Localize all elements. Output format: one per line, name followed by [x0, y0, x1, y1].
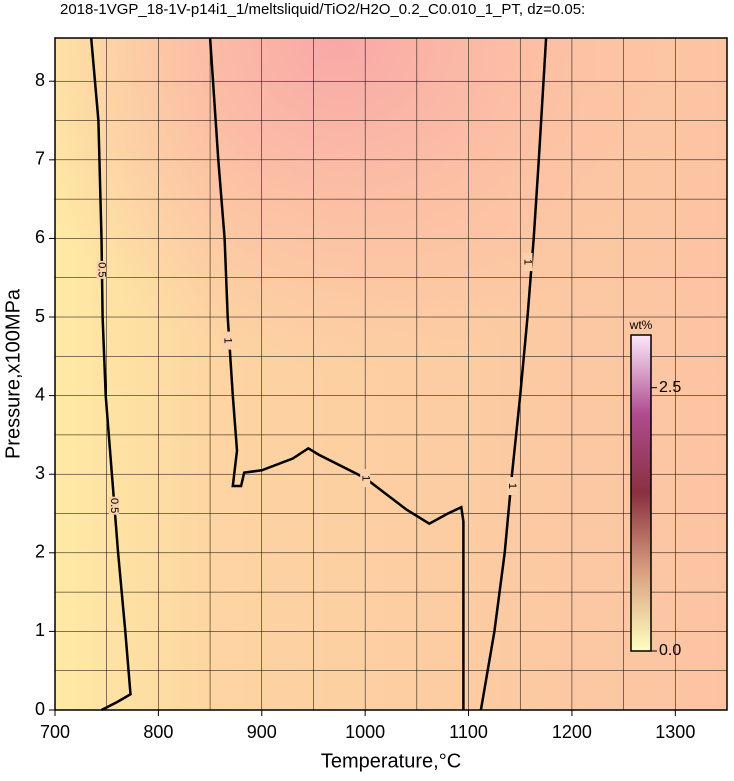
- y-tick-label: 4: [35, 384, 45, 404]
- colorbar-tick-label: 0.0: [659, 642, 681, 659]
- y-tick-label: 6: [35, 227, 45, 247]
- x-tick-label: 800: [143, 722, 173, 742]
- contour-label-bg: [522, 253, 533, 271]
- x-tick-label: 1000: [345, 722, 385, 742]
- y-axis-label: Pressure,x100MPa: [2, 288, 24, 459]
- contour-label-bg: [96, 260, 107, 279]
- x-tick-label: 900: [247, 722, 277, 742]
- y-tick-label: 1: [35, 620, 45, 640]
- x-tick-label: 1300: [655, 722, 695, 742]
- contour-label: 0.5: [108, 498, 120, 513]
- x-tick-label: 1200: [552, 722, 592, 742]
- contour-label-bg: [360, 469, 371, 488]
- contour-line: [208, 37, 465, 710]
- contour-label-bg: [222, 331, 233, 350]
- contour-label: 1: [222, 338, 234, 344]
- colorbar-tick-label: 2.5: [659, 379, 681, 396]
- plot-frame: [54, 37, 728, 711]
- contour-label-bg: [506, 477, 517, 495]
- colorbar-label: wt%: [629, 318, 653, 332]
- chart-title: 2018-1VGP_18-1V-p14i1_1/meltsliquid/TiO2…: [60, 1, 585, 18]
- contour-label: 0.5: [96, 262, 108, 277]
- contour-line: [89, 37, 132, 712]
- x-tick-label: 700: [40, 722, 70, 742]
- x-tick-label: 1100: [449, 722, 488, 742]
- y-tick-label: 5: [35, 306, 45, 326]
- y-tick-label: 7: [35, 149, 45, 169]
- background-field: [55, 38, 727, 710]
- contour-label: 1: [506, 483, 518, 489]
- x-axis-label: Temperature,°C: [321, 750, 461, 772]
- colorbar: [630, 334, 652, 652]
- y-tick-label: 0: [35, 699, 45, 719]
- y-tick-label: 2: [35, 542, 45, 562]
- contour-label-bg: [108, 496, 119, 515]
- contour-label: 1: [359, 475, 371, 481]
- contour-line: [479, 37, 548, 711]
- y-tick-label: 3: [35, 463, 45, 483]
- y-tick-label: 8: [35, 70, 45, 90]
- contour-label: 1: [522, 259, 534, 265]
